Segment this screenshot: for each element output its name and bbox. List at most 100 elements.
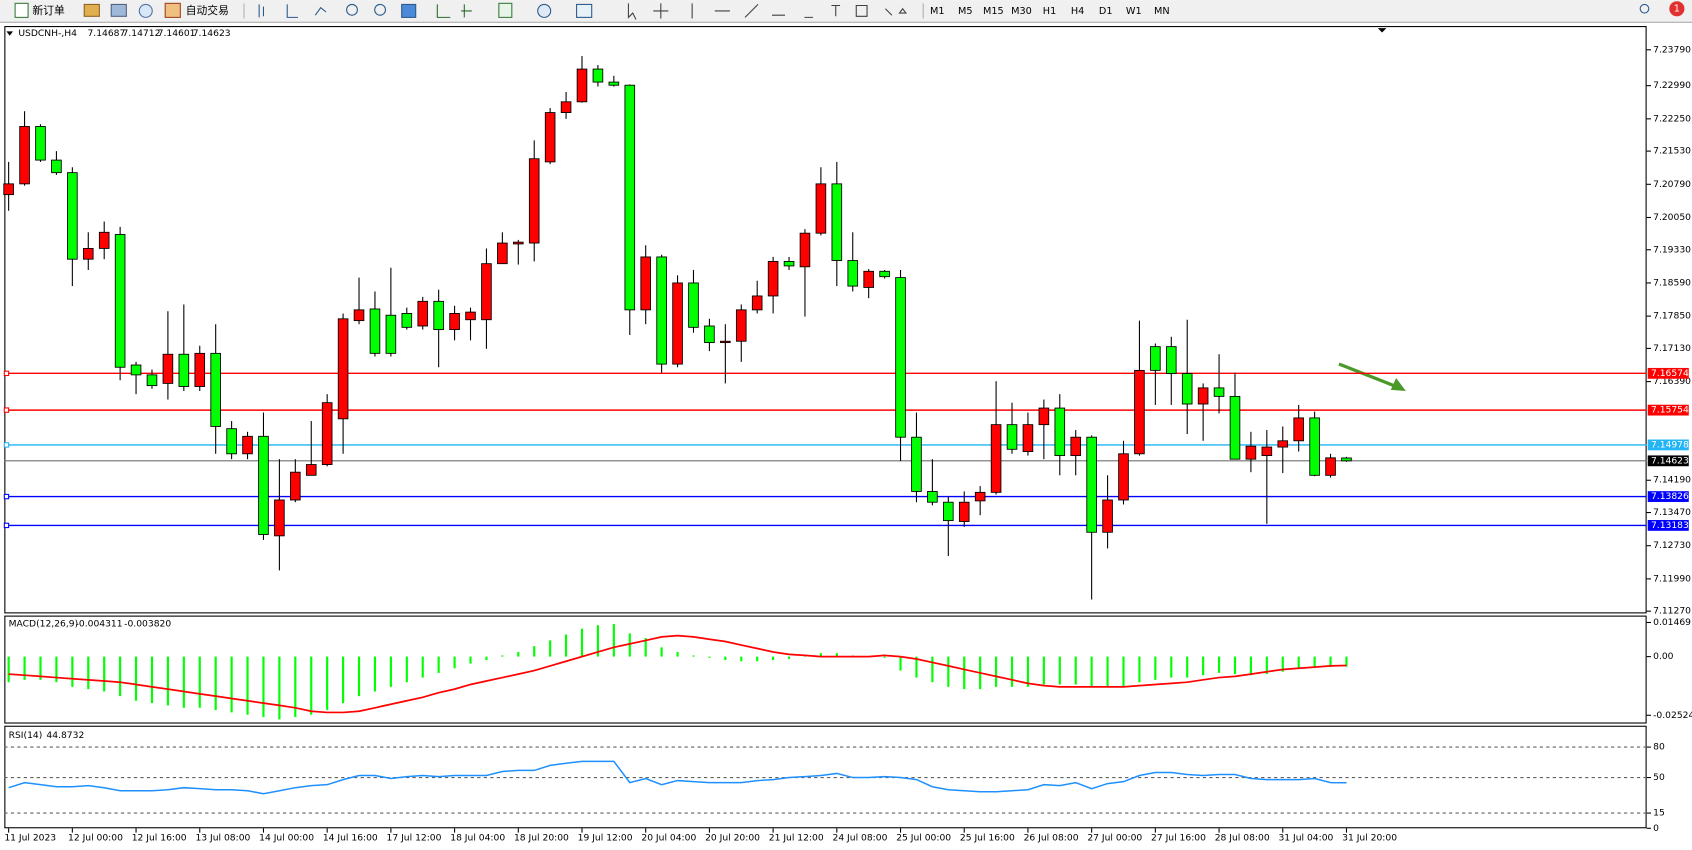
macd-bar: [740, 656, 743, 662]
auto-trading-icon[interactable]: [164, 2, 181, 18]
macd-bar: [134, 656, 138, 701]
macd-bar: [660, 647, 663, 657]
chart-shift-marker: [1377, 28, 1387, 33]
ohlc-readout: 7.14712: [123, 28, 161, 39]
ohlc-readout: 7.14601: [158, 28, 196, 39]
candle-body: [98, 231, 110, 249]
candle-body: [1261, 446, 1273, 457]
candle-body: [1229, 395, 1241, 460]
macd-bar: [947, 656, 950, 687]
macd-bar: [995, 656, 998, 687]
trend-arrow: [1338, 362, 1400, 390]
candle-body: [640, 256, 651, 311]
macd-bar: [1297, 656, 1300, 669]
macd-bar: [39, 656, 42, 680]
new-order-button[interactable]: 新订单: [32, 4, 65, 17]
candle-body: [608, 81, 620, 86]
macd-bar: [963, 656, 966, 690]
candle-body: [433, 300, 444, 331]
zoom-out-icon[interactable]: [374, 3, 387, 16]
candle-body: [847, 260, 859, 287]
level-anchor: [3, 442, 10, 448]
x-tick-label: 28 Jul 08:00: [1215, 833, 1270, 844]
macd-bar: [1217, 656, 1221, 673]
timeframe-button[interactable]: MN: [1154, 6, 1170, 17]
candle-body: [831, 183, 843, 261]
timeframe-button[interactable]: M1: [930, 6, 945, 17]
macd-bar: [182, 656, 185, 708]
candle-body: [321, 402, 333, 465]
macd-bar: [1313, 656, 1316, 668]
y-tick-label: 7.22990: [1653, 80, 1691, 91]
candle-body: [1054, 407, 1066, 457]
candle-body: [449, 313, 460, 331]
tool-icon[interactable]: [138, 3, 153, 18]
x-tick-label: 27 Jul 00:00: [1087, 833, 1142, 844]
x-tick-label: 13 Jul 08:00: [195, 833, 250, 844]
candle-body: [958, 501, 970, 522]
new-order-icon[interactable]: [14, 2, 29, 18]
macd-bar: [103, 656, 106, 692]
x-tick-label: 19 Jul 12:00: [578, 833, 633, 844]
candle-body: [927, 491, 938, 503]
timeframe-button[interactable]: M30: [1011, 6, 1032, 17]
indicator-icon[interactable]: [498, 2, 513, 18]
macd-bar: [1329, 656, 1332, 668]
tool-icon[interactable]: [110, 3, 127, 17]
timeframe-button[interactable]: W1: [1126, 6, 1142, 17]
zoom-in-icon[interactable]: [346, 3, 358, 16]
macd-bar: [262, 656, 265, 718]
candle-body: [1341, 457, 1352, 462]
y-tick-label: 7.20050: [1653, 212, 1691, 223]
y-tick-label: 0.014691: [1653, 617, 1692, 628]
macd-bar: [835, 653, 838, 657]
candle-body: [512, 241, 524, 245]
candle-body: [353, 309, 365, 322]
chart-title: USDCNH-,H4: [18, 28, 77, 39]
candle-body: [226, 428, 237, 455]
candle-body: [1325, 457, 1336, 476]
indicator-readout: -0.004311: [76, 619, 123, 630]
timeframe-button[interactable]: H4: [1071, 6, 1084, 17]
x-tick-label: 31 Jul 04:00: [1278, 833, 1333, 844]
macd-bar: [501, 655, 504, 657]
notification-badge[interactable]: [1669, 1, 1685, 17]
candle-body: [465, 311, 476, 321]
candle-body: [67, 172, 78, 260]
y-tick-label: 50: [1653, 772, 1665, 783]
macd-bar: [71, 656, 74, 687]
timeframe-button[interactable]: M15: [983, 6, 1004, 17]
indicator-title: MACD(12,26,9): [9, 619, 79, 630]
chart-type-icons[interactable]: [258, 4, 327, 18]
candle-body: [130, 364, 142, 376]
tile-icon[interactable]: [401, 3, 417, 18]
level-label-box: [1647, 520, 1689, 531]
tool-icon[interactable]: [83, 3, 100, 17]
macd-bar: [533, 646, 536, 657]
candle-body: [1213, 387, 1225, 397]
candle-body: [210, 352, 221, 427]
y-tick-label: 7.23790: [1653, 44, 1691, 55]
x-tick-label: 18 Jul 04:00: [450, 833, 505, 844]
trend-arrow-head: [1390, 378, 1406, 391]
candle-body: [767, 260, 779, 297]
macd-bar: [198, 656, 201, 708]
timeframe-button[interactable]: H1: [1043, 6, 1056, 17]
search-icon[interactable]: [1639, 3, 1650, 14]
timeframe-button[interactable]: D1: [1099, 6, 1113, 17]
macd-bar: [421, 656, 424, 678]
template-icon[interactable]: [576, 3, 593, 18]
drawing-tools[interactable]: [627, 3, 908, 20]
auto-trading-button[interactable]: 自动交易: [186, 4, 229, 17]
macd-bar: [899, 656, 902, 671]
candle-body: [1022, 424, 1034, 452]
period-icon[interactable]: [537, 3, 552, 18]
level-label-box: [1647, 491, 1689, 502]
scroll-icons[interactable]: [436, 4, 472, 18]
timeframe-button[interactable]: M5: [958, 6, 973, 17]
candle-body: [1038, 407, 1050, 426]
candle-body: [51, 159, 62, 174]
x-tick-label: 26 Jul 08:00: [1024, 833, 1079, 844]
